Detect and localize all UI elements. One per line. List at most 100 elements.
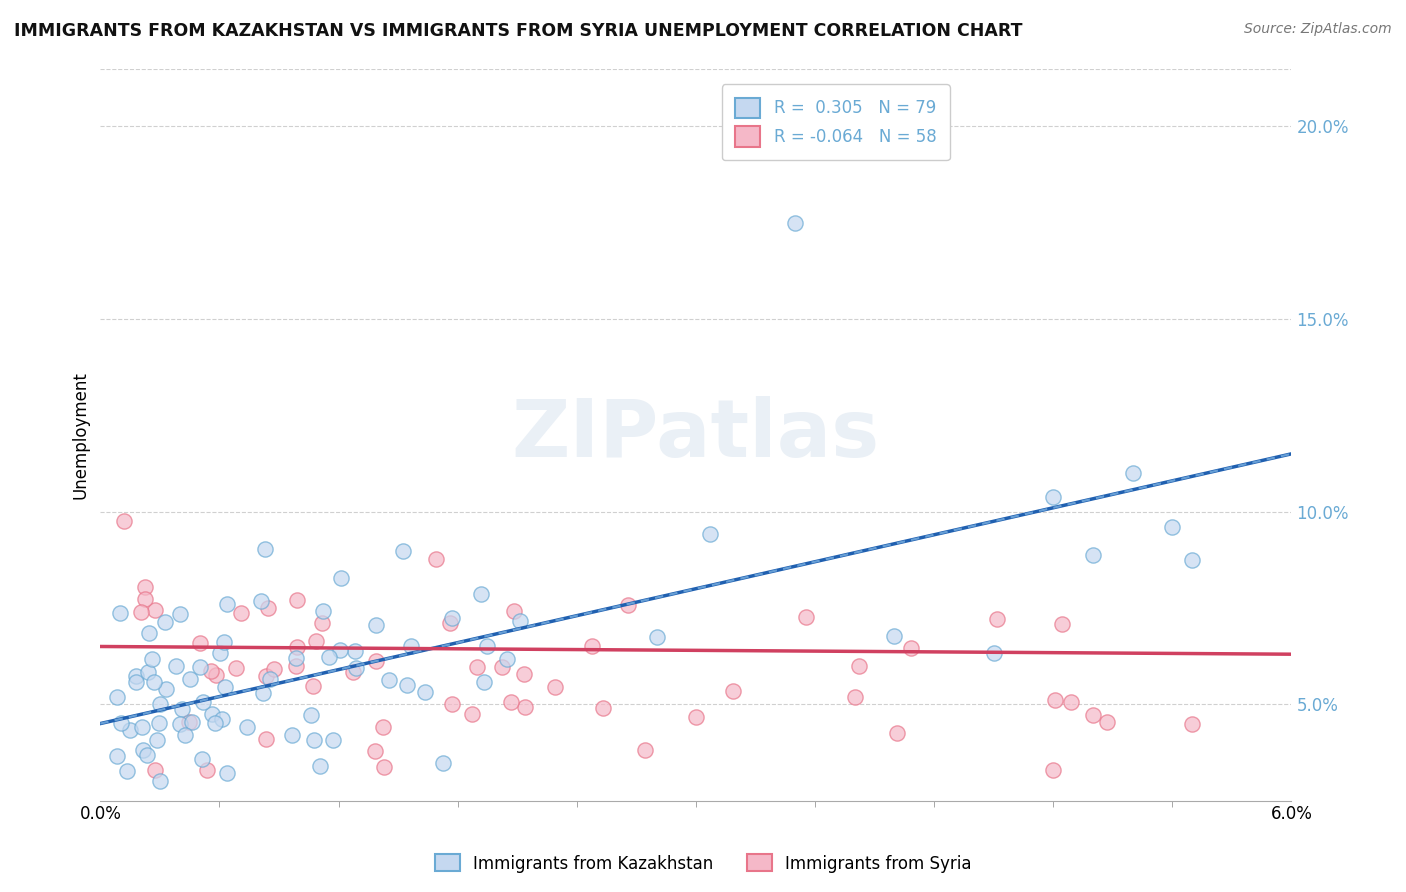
Point xyxy=(112,514,135,528)
Point xyxy=(231,606,253,620)
Point xyxy=(439,615,461,630)
Y-axis label: Unemployment: Unemployment xyxy=(72,371,89,499)
Point xyxy=(217,597,239,611)
Point xyxy=(284,658,307,673)
Point xyxy=(125,668,148,682)
Point xyxy=(1050,616,1073,631)
Point xyxy=(344,660,367,674)
Point xyxy=(136,665,159,679)
Point xyxy=(1081,707,1104,722)
Point xyxy=(190,752,212,766)
Point xyxy=(305,633,328,648)
Point xyxy=(149,697,172,711)
Point xyxy=(364,744,387,758)
Point xyxy=(311,615,333,630)
Point xyxy=(285,593,308,607)
Point xyxy=(844,690,866,704)
Text: Source: ZipAtlas.com: Source: ZipAtlas.com xyxy=(1244,22,1392,37)
Point xyxy=(108,607,131,621)
Point xyxy=(886,726,908,740)
Point xyxy=(1095,715,1118,730)
Point xyxy=(155,681,177,696)
Point xyxy=(441,697,464,711)
Point xyxy=(364,618,387,632)
Point xyxy=(155,615,177,629)
Point xyxy=(301,679,323,693)
Point xyxy=(592,701,614,715)
Point xyxy=(204,716,226,731)
Point xyxy=(143,603,166,617)
Point xyxy=(470,587,492,601)
Point xyxy=(344,643,367,657)
Point xyxy=(377,673,399,687)
Point xyxy=(212,635,235,649)
Point xyxy=(135,748,157,763)
Point xyxy=(211,712,233,726)
Point xyxy=(366,654,388,668)
Point xyxy=(1059,695,1081,709)
Point xyxy=(235,721,257,735)
Point xyxy=(253,542,276,557)
Point xyxy=(165,659,187,673)
Text: IMMIGRANTS FROM KAZAKHSTAN VS IMMIGRANTS FROM SYRIA UNEMPLOYMENT CORRELATION CHA: IMMIGRANTS FROM KAZAKHSTAN VS IMMIGRANTS… xyxy=(14,22,1022,40)
Legend: Immigrants from Kazakhstan, Immigrants from Syria: Immigrants from Kazakhstan, Immigrants f… xyxy=(427,847,979,880)
Point xyxy=(309,758,332,772)
Point xyxy=(143,763,166,777)
Point xyxy=(134,580,156,594)
Point xyxy=(785,216,807,230)
Point xyxy=(1122,466,1144,480)
Point xyxy=(685,710,707,724)
Point xyxy=(460,706,482,721)
Point xyxy=(172,702,194,716)
Point xyxy=(329,571,352,585)
Point xyxy=(1161,520,1184,534)
Point xyxy=(425,551,447,566)
Point xyxy=(252,686,274,700)
Point xyxy=(617,598,640,612)
Point xyxy=(141,652,163,666)
Point xyxy=(105,748,128,763)
Point xyxy=(1042,490,1064,504)
Point xyxy=(699,527,721,541)
Legend: R =  0.305   N = 79, R = -0.064   N = 58: R = 0.305 N = 79, R = -0.064 N = 58 xyxy=(721,84,949,160)
Point xyxy=(392,544,415,558)
Point xyxy=(513,667,536,681)
Point xyxy=(138,626,160,640)
Point xyxy=(173,728,195,742)
Point xyxy=(441,611,464,625)
Point xyxy=(181,715,204,730)
Point xyxy=(217,765,239,780)
Point xyxy=(105,690,128,704)
Point xyxy=(721,684,744,698)
Point xyxy=(169,717,191,731)
Point xyxy=(131,720,153,734)
Point xyxy=(1081,549,1104,563)
Point xyxy=(634,743,657,757)
Point xyxy=(1043,693,1066,707)
Point xyxy=(120,723,142,738)
Point xyxy=(501,695,523,709)
Point xyxy=(214,681,236,695)
Point xyxy=(848,659,870,673)
Point xyxy=(432,756,454,771)
Point xyxy=(110,715,132,730)
Point xyxy=(208,646,231,660)
Point xyxy=(148,715,170,730)
Point xyxy=(472,674,495,689)
Point xyxy=(204,668,226,682)
Point xyxy=(145,732,167,747)
Point xyxy=(491,660,513,674)
Point xyxy=(191,696,214,710)
Point xyxy=(496,652,519,666)
Point xyxy=(188,660,211,674)
Point xyxy=(284,650,307,665)
Point xyxy=(131,605,153,619)
Point xyxy=(254,731,277,746)
Point xyxy=(249,593,271,607)
Point xyxy=(900,641,922,656)
Point xyxy=(373,720,395,734)
Point xyxy=(312,604,335,618)
Point xyxy=(280,728,302,742)
Point xyxy=(254,668,277,682)
Point xyxy=(201,707,224,722)
